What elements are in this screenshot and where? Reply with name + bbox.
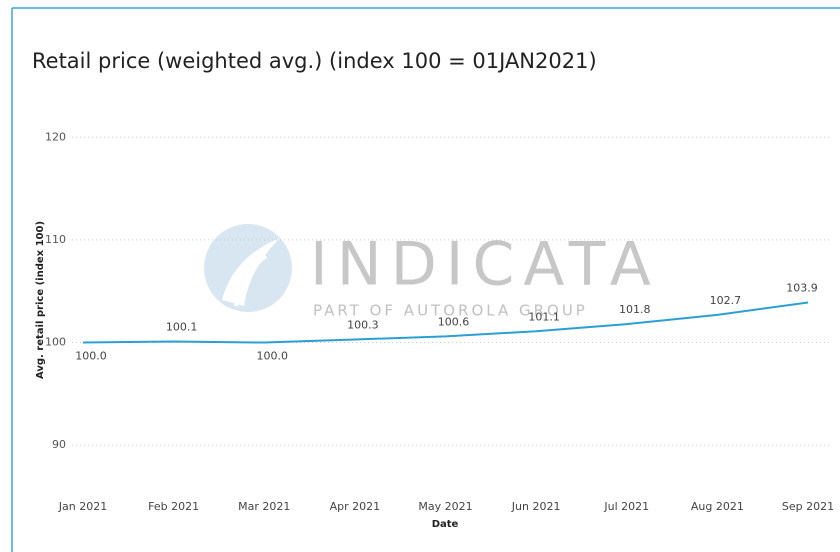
data-label: 100.0 xyxy=(257,350,289,363)
line-series xyxy=(82,301,809,344)
data-label: 101.8 xyxy=(619,303,651,316)
x-tick-label: Feb 2021 xyxy=(148,500,199,513)
y-tick-label: 90 xyxy=(52,438,66,451)
y-axis-title: Avg. retail price (index 100) xyxy=(35,221,46,379)
x-axis-title: Date xyxy=(432,519,459,530)
data-label: 100.0 xyxy=(75,350,107,363)
x-tick-label: Jul 2021 xyxy=(603,500,649,513)
data-label: 101.1 xyxy=(528,310,560,323)
data-label: 103.9 xyxy=(786,282,818,295)
x-tick-label: Jun 2021 xyxy=(511,500,561,513)
watermark-name: INDICATA xyxy=(310,230,660,300)
data-label: 102.7 xyxy=(710,294,742,307)
x-tick-label: May 2021 xyxy=(418,500,472,513)
x-tick-label: Sep 2021 xyxy=(782,500,834,513)
x-tick-label: Aug 2021 xyxy=(691,500,744,513)
data-label: 100.1 xyxy=(166,321,198,334)
logo-circle xyxy=(204,224,292,312)
logo-swoosh xyxy=(222,238,280,306)
y-tick-label: 100 xyxy=(45,336,66,349)
logo-swoosh-line xyxy=(234,254,268,307)
watermark-logo xyxy=(204,224,292,312)
data-label: 100.6 xyxy=(438,315,470,328)
y-tick-label: 110 xyxy=(45,233,66,246)
x-tick-label: Apr 2021 xyxy=(330,500,381,513)
data-label: 100.3 xyxy=(347,318,379,331)
x-tick-label: Mar 2021 xyxy=(238,500,290,513)
chart-title: Retail price (weighted avg.) (index 100 … xyxy=(32,49,597,73)
x-tick-label: Jan 2021 xyxy=(58,500,107,513)
watermark-tagline: PART OF AUTOROLA GROUP xyxy=(313,302,588,320)
y-tick-label: 120 xyxy=(45,130,66,143)
